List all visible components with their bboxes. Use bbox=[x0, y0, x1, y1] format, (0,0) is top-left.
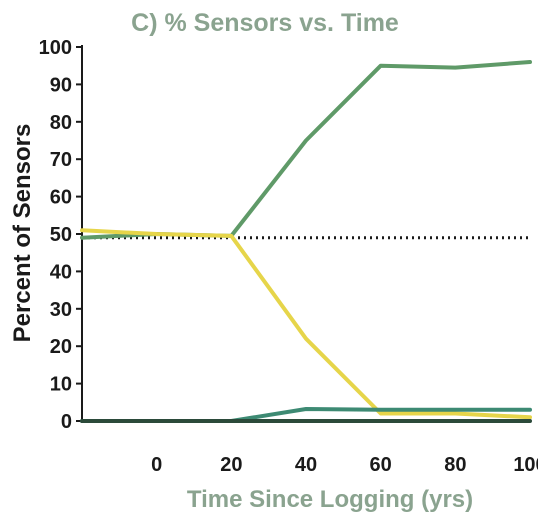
y-tick-label: 60 bbox=[50, 187, 72, 209]
series-line-1 bbox=[80, 60, 532, 240]
x-tick-label: 80 bbox=[444, 454, 466, 476]
series-line-2 bbox=[80, 228, 532, 420]
y-tick-label: 30 bbox=[50, 299, 72, 321]
plot-area: 0 10 20 30 40 50 60 70 80 90 100 0 20 40 60 80 100 bbox=[39, 37, 538, 476]
y-tick-label: 10 bbox=[50, 374, 72, 396]
y-axis-label: Percent of Sensors bbox=[9, 124, 36, 343]
x-tick-label: 40 bbox=[295, 454, 317, 476]
y-tick-label: 20 bbox=[50, 336, 72, 358]
y-tick-label: 80 bbox=[50, 112, 72, 134]
chart-title: C) % Sensors vs. Time bbox=[131, 9, 399, 37]
y-tick-label: 70 bbox=[50, 149, 72, 171]
y-tick-label: 90 bbox=[50, 74, 72, 96]
x-tick-label: 0 bbox=[151, 454, 162, 476]
x-axis-label: Time Since Logging (yrs) bbox=[187, 486, 473, 513]
y-tick-label: 40 bbox=[50, 261, 72, 283]
y-tick-label: 100 bbox=[39, 37, 72, 59]
x-tick-label: 20 bbox=[220, 454, 242, 476]
y-tick-label: 50 bbox=[50, 224, 72, 246]
x-tick-label: 60 bbox=[370, 454, 392, 476]
y-tick-label: 0 bbox=[61, 411, 72, 433]
x-tick-label: 100 bbox=[513, 454, 538, 476]
